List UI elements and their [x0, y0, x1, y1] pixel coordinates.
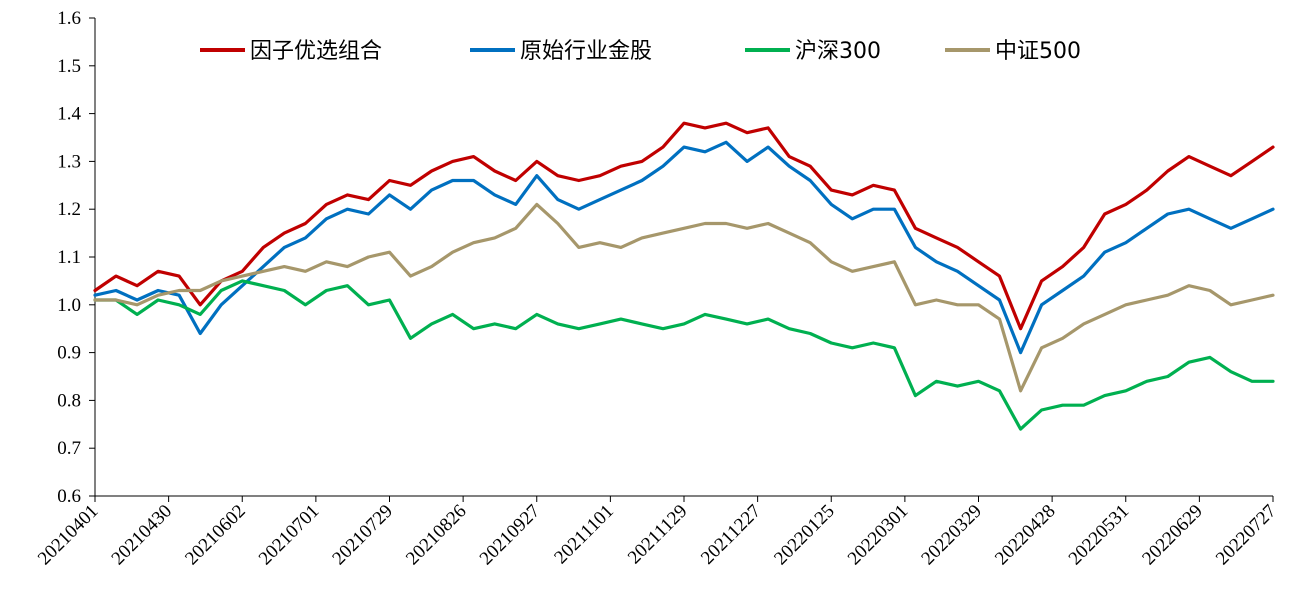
y-tick-label: 1.6 [57, 8, 81, 29]
series-lines [93, 121, 1275, 431]
x-tick-label: 20220125 [770, 501, 839, 570]
x-tick-label: 20220329 [917, 501, 986, 570]
x-tick-label: 20211227 [697, 501, 765, 569]
x-tick-label: 20211129 [624, 501, 692, 569]
chart-axes: 1.6 1.5 1.4 1.3 1.2 1.1 1.0 0.9 0.8 0.7 0.62021040… [34, 8, 1281, 569]
y-tick-label: 0.6 [57, 486, 81, 507]
x-tick-label: 20220531 [1065, 501, 1134, 570]
series-line-4 [93, 202, 1275, 393]
series-line-1 [93, 121, 1275, 331]
x-tick-label: 20210927 [476, 501, 545, 570]
x-tick-label: 20220301 [844, 501, 913, 570]
legend-label-4: 中证500 [995, 39, 1081, 64]
legend-label-3: 沪深300 [795, 39, 881, 64]
y-tick-label: 1.2 [57, 199, 81, 220]
y-tick-label: 0.7 [57, 438, 81, 459]
x-tick-label: 20220428 [991, 501, 1060, 570]
series-line-2 [93, 140, 1275, 355]
y-tick-label: 0.9 [57, 343, 81, 364]
y-tick-label: 1.3 [57, 151, 81, 172]
series-line-3 [93, 279, 1275, 431]
x-tick-label: 20211101 [550, 501, 618, 569]
y-tick-label: 1.0 [57, 295, 81, 316]
x-tick-label: 20210826 [402, 501, 471, 570]
x-tick-label: 20210701 [255, 501, 324, 570]
x-tick-label: 20210430 [108, 501, 177, 570]
legend-label-2: 原始行业金股 [520, 39, 652, 64]
chart-legend: 因子优选组合 原始行业金股 沪深300 中证500 [200, 39, 1081, 64]
x-tick-label: 20210729 [328, 501, 397, 570]
x-tick-label: 20220727 [1212, 501, 1281, 570]
y-tick-label: 1.1 [57, 247, 81, 268]
legend-label-1: 因子优选组合 [250, 39, 382, 64]
x-tick-label: 20220629 [1138, 501, 1207, 570]
y-tick-label: 1.5 [57, 56, 81, 77]
x-tick-label: 20210401 [34, 501, 103, 570]
x-tick-label: 20210602 [181, 501, 250, 570]
y-tick-label: 0.8 [57, 390, 81, 411]
y-tick-label: 1.4 [57, 104, 81, 125]
